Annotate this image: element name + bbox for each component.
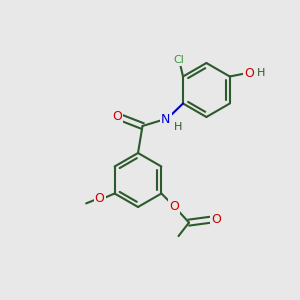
- Text: H: H: [257, 68, 266, 79]
- Text: O: O: [95, 191, 105, 205]
- Text: O: O: [169, 200, 179, 213]
- Text: O: O: [211, 213, 221, 226]
- Text: N: N: [161, 113, 171, 127]
- Text: O: O: [112, 110, 122, 123]
- Text: O: O: [244, 67, 254, 80]
- Text: Cl: Cl: [173, 55, 184, 65]
- Text: H: H: [174, 122, 183, 132]
